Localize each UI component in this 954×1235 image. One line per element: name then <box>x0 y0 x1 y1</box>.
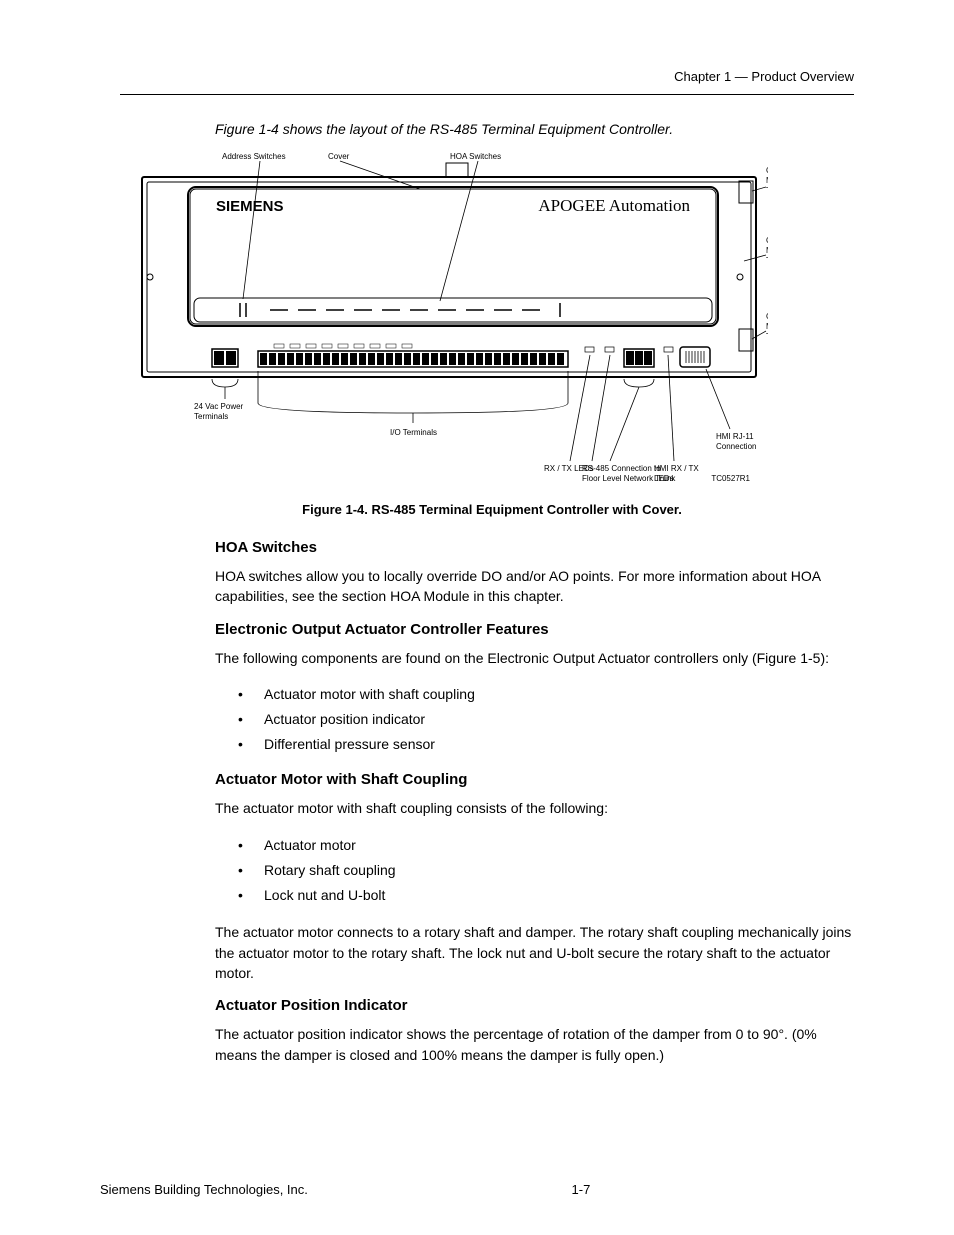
page-footer: Siemens Building Technologies, Inc. 1-7 <box>100 1182 854 1197</box>
callout-mount-1: Controller <box>766 166 768 175</box>
section-hoa-para: HOA switches allow you to locally overri… <box>215 566 854 607</box>
callout-brace-io <box>258 403 568 413</box>
section-eoac-title: Electronic Output Actuator Controller Fe… <box>215 621 854 638</box>
callout-mount-3: Tab <box>766 186 768 195</box>
device-figure: TC0527R1 SIEMENS APOGEE Automation <box>130 151 768 491</box>
list-item: Lock nut and U-bolt <box>238 883 854 908</box>
section-eoac-para: The following components are found on th… <box>215 648 854 668</box>
callout-address-switches: Address Switches <box>222 152 286 161</box>
rx-led <box>585 347 594 352</box>
callout-line-cover <box>340 161 420 189</box>
tx-led <box>605 347 614 352</box>
callout-line-mount <box>752 187 766 191</box>
screw-right <box>737 274 743 280</box>
section-actmotor-list: Actuator motor Rotary shaft coupling Loc… <box>238 833 854 909</box>
screw-left <box>147 274 153 280</box>
callout-power-2: Terminals <box>194 412 228 421</box>
product-label: APOGEE Automation <box>538 196 690 215</box>
section-eoac-list: Actuator motor with shaft coupling Actua… <box>238 682 854 758</box>
footer-left: Siemens Building Technologies, Inc. <box>100 1182 308 1197</box>
page-header: Chapter 1 — Product Overview <box>120 68 854 84</box>
callout-mount2-1: Controller <box>766 236 768 245</box>
callout-mount-2: Mounting <box>766 176 768 185</box>
callout-rj11-1: HMI RJ-11 <box>716 432 754 441</box>
callout-io-terminals: I/O Terminals <box>390 428 437 437</box>
callout-hoa-switches: HOA Switches <box>450 152 501 161</box>
led-labels <box>274 344 412 348</box>
mounting-tab-top <box>446 163 468 177</box>
brand-label: SIEMENS <box>216 198 284 215</box>
list-item: Actuator position indicator <box>238 707 854 732</box>
callout-power-1: 24 Vac Power <box>194 402 244 411</box>
callout-mount2-2: Mounting <box>766 246 768 255</box>
page: Chapter 1 — Product Overview Figure 1-4 … <box>0 0 954 1235</box>
section-actpos-title: Actuator Position Indicator <box>215 997 854 1014</box>
header-rule <box>120 94 854 95</box>
section-actmotor-para2: The actuator motor connects to a rotary … <box>215 922 854 983</box>
callout-line-rxtx <box>570 355 590 461</box>
callout-mount2-3: Tab <box>766 256 768 265</box>
callout-brace-power <box>212 379 238 387</box>
callout-mount3-2: Mounting <box>766 322 768 331</box>
callout-cover: Cover <box>328 152 350 161</box>
callout-hmi-rxtx-2: LEDs <box>654 474 674 483</box>
callout-brace-rs485 <box>624 379 654 387</box>
callout-hmi-rxtx-1: HMI RX / TX <box>654 464 699 473</box>
section-actmotor-para: The actuator motor with shaft coupling c… <box>215 798 854 818</box>
io-terminal-pins <box>260 353 564 365</box>
hmi-rx-led <box>664 347 673 352</box>
rs485-pin-2 <box>635 351 643 365</box>
list-item: Actuator motor with shaft coupling <box>238 682 854 707</box>
list-item: Rotary shaft coupling <box>238 858 854 883</box>
power-terminal-1 <box>214 351 224 365</box>
rj11-pins <box>686 351 704 363</box>
callout-line-hmi-rxtx <box>668 355 674 461</box>
header-text: Chapter 1 — Product Overview <box>674 69 854 84</box>
footer-center: 1-7 <box>308 1182 854 1197</box>
callout-mount3-1: Controller <box>766 312 768 321</box>
callout-rj11-2: Connection <box>716 442 756 451</box>
section-hoa-title: HOA Switches <box>215 539 854 556</box>
intro-subhead: Figure 1-4 shows the layout of the RS-48… <box>215 121 854 137</box>
callout-mount3-3: Tab <box>766 332 768 341</box>
list-item: Differential pressure sensor <box>238 732 854 757</box>
rs485-pin-3 <box>644 351 652 365</box>
rs485-pin-1 <box>626 351 634 365</box>
address-ticks <box>240 303 246 317</box>
section-actpos-para: The actuator position indicator shows th… <box>215 1024 854 1065</box>
callout-line-mount-3 <box>752 331 766 339</box>
section-actmotor-title: Actuator Motor with Shaft Coupling <box>215 771 854 788</box>
list-item: Actuator motor <box>238 833 854 858</box>
figure-code-label: TC0527R1 <box>711 474 750 483</box>
figure-wrapper: TC0527R1 SIEMENS APOGEE Automation <box>130 151 854 517</box>
callout-rs485-1: RS-485 Connection to <box>582 464 661 473</box>
hoa-dashes <box>270 303 560 317</box>
power-terminal-2 <box>226 351 236 365</box>
figure-caption: Figure 1-4. RS-485 Terminal Equipment Co… <box>130 502 854 517</box>
